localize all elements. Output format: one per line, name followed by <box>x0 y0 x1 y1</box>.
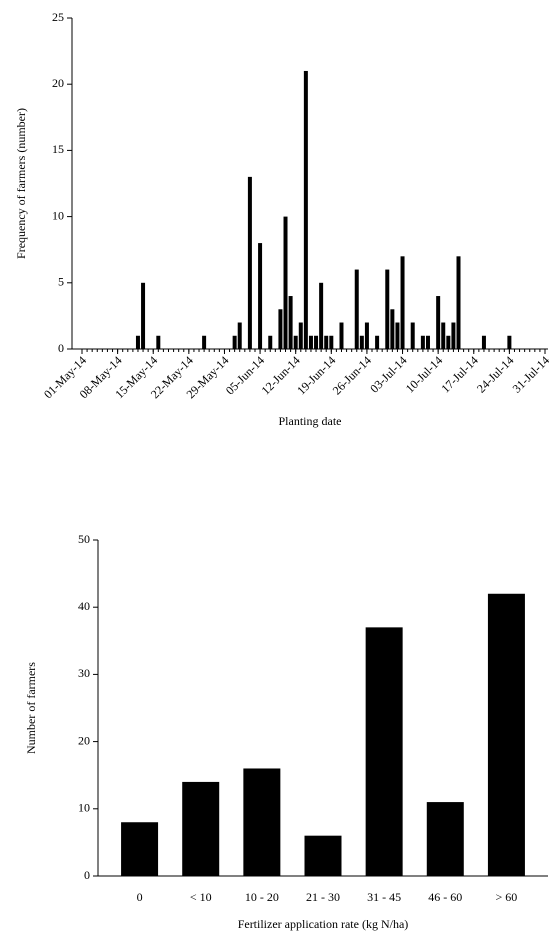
bar <box>339 322 344 349</box>
bar <box>329 335 334 349</box>
y-tick-label: 25 <box>52 10 64 24</box>
bar <box>400 256 405 349</box>
bar <box>268 335 273 349</box>
y-axis-label: Number of farmers <box>24 662 38 754</box>
bar <box>365 627 403 876</box>
bar <box>426 802 464 876</box>
bar <box>283 216 288 349</box>
y-tick-label: 20 <box>78 733 90 747</box>
bar <box>451 322 456 349</box>
bar <box>237 322 242 349</box>
y-tick-label: 30 <box>78 666 90 680</box>
y-tick-label: 10 <box>52 208 64 222</box>
bar <box>425 335 430 349</box>
bar <box>481 335 486 349</box>
bar <box>121 822 159 876</box>
x-tick-label: 21 - 30 <box>306 890 340 904</box>
bar <box>288 296 293 349</box>
x-tick-label: 10-Jul-14 <box>403 353 445 395</box>
bar <box>314 335 319 349</box>
y-tick-label: 10 <box>78 801 90 815</box>
bar <box>247 176 252 349</box>
x-tick-label: 31-Jul-14 <box>510 353 552 395</box>
bar <box>420 335 425 349</box>
x-axis-label: Fertilizer application rate (kg N/ha) <box>238 917 409 931</box>
bar <box>410 322 415 349</box>
x-axis-label: Planting date <box>279 414 342 428</box>
x-tick-label: 0 <box>137 890 143 904</box>
x-tick-label: 31 - 45 <box>367 890 401 904</box>
x-tick-label: 17-Jul-14 <box>438 353 480 395</box>
bar <box>446 335 451 349</box>
x-tick-label: 26-Jun-14 <box>330 353 374 397</box>
bar <box>354 269 359 349</box>
bar <box>487 593 525 876</box>
bar <box>441 322 446 349</box>
bar <box>141 282 146 349</box>
bar <box>303 70 308 350</box>
bar <box>375 335 380 349</box>
y-tick-label: 0 <box>58 341 64 355</box>
x-tick-label: > 60 <box>496 890 518 904</box>
x-tick-label: < 10 <box>190 890 212 904</box>
x-tick-label: 10 - 20 <box>245 890 279 904</box>
bar <box>324 335 329 349</box>
y-tick-label: 40 <box>78 599 90 613</box>
x-tick-label: 24-Jul-14 <box>474 353 516 395</box>
bar <box>507 335 512 349</box>
y-tick-label: 20 <box>52 76 64 90</box>
x-tick-label: 46 - 60 <box>428 890 462 904</box>
bar <box>359 335 364 349</box>
bar <box>278 309 283 349</box>
bar <box>293 335 298 349</box>
bar <box>456 256 461 349</box>
y-tick-label: 50 <box>78 532 90 546</box>
y-tick-label: 0 <box>84 868 90 882</box>
y-axis-label: Frequency of farmers (number) <box>14 108 28 259</box>
bar <box>308 335 313 349</box>
bar <box>395 322 400 349</box>
bar <box>202 335 207 349</box>
x-tick-label: 03-Jul-14 <box>367 353 409 395</box>
bar <box>436 296 441 349</box>
y-tick-label: 5 <box>58 275 64 289</box>
bar <box>319 282 324 349</box>
bar <box>390 309 395 349</box>
bar <box>258 243 263 349</box>
bar <box>135 335 140 349</box>
bar <box>232 335 237 349</box>
bar <box>182 781 220 876</box>
y-tick-label: 15 <box>52 142 64 156</box>
bar <box>385 269 390 349</box>
bar <box>364 322 369 349</box>
bar <box>243 768 281 876</box>
bar <box>156 335 161 349</box>
bar <box>304 835 342 876</box>
bar <box>298 322 303 349</box>
